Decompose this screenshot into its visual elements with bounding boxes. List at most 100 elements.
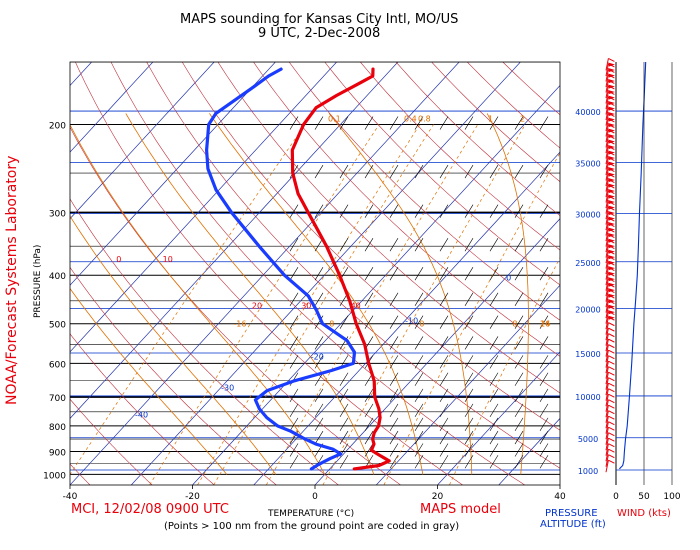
temperature-tick-label: -20: [185, 492, 200, 502]
wind-barb-shaft: [605, 432, 609, 445]
dry-adiabat-line: [324, 62, 560, 286]
wind-barb-pennant: [608, 145, 615, 150]
grid-diagonal-mark: [314, 292, 324, 306]
wind-barb-shaft: [605, 58, 609, 71]
pressure-tick-label: 800: [49, 423, 66, 433]
wind-barb-flag: [608, 454, 615, 459]
altitude-tick-label: 15000: [575, 350, 600, 359]
grid-diagonal-mark: [289, 388, 299, 403]
dry-adiabat-line: [360, 62, 560, 251]
isotherm-line: [70, 62, 337, 353]
grid-diagonal-mark: [289, 267, 299, 281]
chart-title: MAPS sounding for Kansas City Intl, MO/U…: [180, 12, 458, 27]
grid-diagonal-mark: [489, 238, 499, 252]
wind-barb-pennant: [608, 249, 615, 254]
wind-speed-ticks: 0 50 100: [613, 62, 681, 502]
wind-barb-shaft: [605, 460, 609, 473]
grid-diagonal-mark: [389, 336, 399, 350]
grid-diagonal-mark: [389, 116, 399, 130]
mixing-ratio-label: 1: [488, 115, 493, 124]
grid-diagonal-mark: [464, 455, 474, 469]
wind-barb-shaft: [605, 223, 609, 236]
dry-adiabat-line: [75, 62, 463, 485]
grid-diagonal-mark: [314, 388, 324, 403]
grid-diagonal-mark: [489, 443, 499, 457]
grid-diagonal-mark: [414, 204, 424, 218]
grid-diagonal-mark: [364, 403, 374, 418]
wind-barb-pennant: [608, 84, 615, 89]
isotherm-line: [70, 62, 276, 286]
wind-barb-flag: [608, 437, 615, 442]
grid-diagonal-mark: [389, 372, 399, 386]
grid-diagonal-mark: [314, 403, 324, 418]
wind-barb-shaft: [605, 228, 609, 242]
grid-diagonal-mark: [389, 403, 399, 418]
footnote: (Points > 100 nm from the ground point a…: [164, 521, 459, 532]
grid-diagonal-mark: [464, 443, 474, 457]
wind-barb-pennant: [608, 100, 615, 105]
grid-diagonal-mark: [289, 403, 299, 418]
grid-diagonal-mark: [389, 443, 399, 457]
grid-diagonal-mark: [489, 417, 499, 432]
dry-adiabat-line: [217, 62, 560, 394]
wind-barb-shaft: [605, 366, 609, 379]
wind-barb-shaft: [605, 162, 609, 176]
wind-barb-flag: [608, 404, 615, 409]
grid-diagonal-mark: [314, 204, 324, 218]
moist-adiabat-label: 16: [540, 320, 550, 329]
wind-barb-shaft: [605, 135, 609, 148]
grid-diagonal-mark: [414, 292, 424, 306]
wind-barb-shaft: [605, 107, 609, 121]
grid-diagonal-mark: [489, 372, 499, 386]
grid-diagonal-mark: [339, 455, 349, 469]
grid-diagonal-mark: [464, 372, 474, 386]
wind-barb-shaft: [605, 438, 609, 451]
mixing-ratio-line: [322, 124, 526, 485]
mixing-ratio-label: 0.1: [328, 115, 341, 124]
wind-barb-shaft: [605, 443, 609, 456]
dry-adiabat-line: [70, 398, 153, 485]
moist-adiabat-label: -8: [326, 320, 334, 329]
wind-barb-pennant: [608, 216, 615, 221]
wind-barb-flag: [608, 58, 615, 62]
wind-barb-shaft: [605, 245, 609, 258]
grid-diagonal-mark: [314, 116, 324, 130]
grid-diagonal-mark: [364, 388, 374, 403]
wind-barb-pennant: [608, 227, 615, 232]
wind-barb-shaft: [605, 217, 609, 231]
isotherm-label: 10: [617, 220, 627, 229]
grid-diagonal-mark: [439, 455, 449, 469]
grid-diagonal-mark: [414, 267, 424, 281]
wind-barb-pennant: [608, 128, 615, 133]
wind-barb-shaft: [605, 427, 609, 440]
wind-barb-flag: [608, 344, 615, 349]
grid-diagonal-mark: [389, 164, 399, 179]
wind-barb-pennant: [608, 266, 615, 271]
wind-barb-shaft: [605, 306, 609, 319]
grid-diagonal-mark: [364, 292, 374, 306]
altitude-tick-label: 1000: [578, 467, 598, 476]
mixing-ratio-lines: [70, 124, 560, 485]
wind-barb-shaft: [605, 113, 609, 126]
mixing-ratio-line: [213, 124, 434, 485]
grid-diagonal-mark: [439, 238, 449, 252]
grid-diagonal-mark: [389, 267, 399, 281]
wind-barb-shaft: [605, 96, 609, 110]
grid-diagonal-mark: [489, 204, 499, 218]
wind-tick-label: 50: [638, 492, 650, 502]
wind-barb-shaft: [605, 317, 609, 330]
grid-diagonal-mark: [514, 204, 524, 218]
grid-diagonal-mark: [464, 292, 474, 306]
wind-barb-pennant: [608, 211, 615, 216]
wind-barb-pennant: [608, 117, 615, 122]
pressure-tick-label: 1000: [43, 471, 66, 481]
wind-barb-shaft: [605, 449, 609, 462]
pressure-tick-label: 200: [49, 122, 66, 132]
dry-adiabat-line: [181, 62, 560, 431]
grid-diagonal-mark: [364, 204, 374, 218]
wind-barb-pennant: [608, 189, 615, 194]
grid-diagonal-mark: [489, 292, 499, 306]
altitude-tick-label: 40000: [575, 108, 600, 117]
grid-diagonal-mark: [364, 116, 374, 130]
grid-diagonal-mark: [289, 238, 299, 252]
